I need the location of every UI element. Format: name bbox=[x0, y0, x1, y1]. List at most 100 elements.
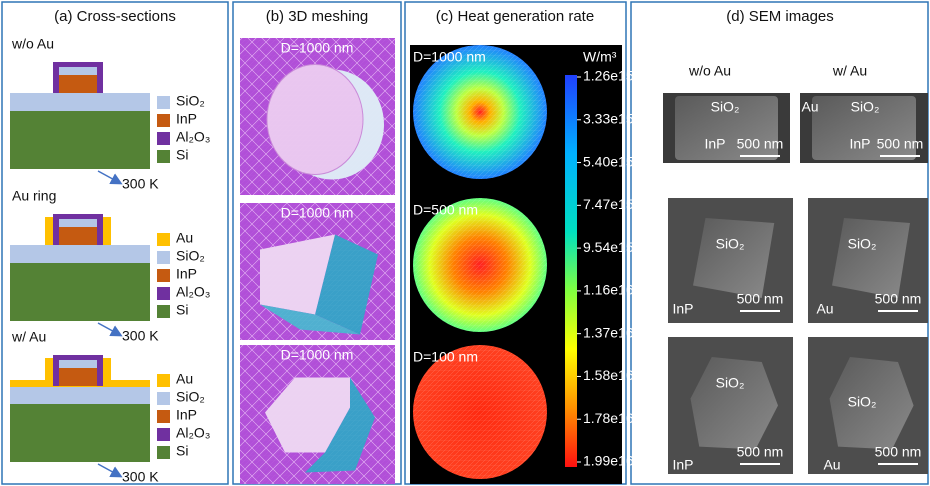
label: (c) Heat generation rate bbox=[436, 8, 594, 25]
legend-swatch bbox=[157, 428, 170, 441]
label: w/o Au bbox=[688, 63, 731, 79]
label: 300 K bbox=[122, 176, 159, 192]
label: InP bbox=[849, 136, 870, 152]
sio2-top bbox=[59, 67, 97, 75]
label: 3.33e15 bbox=[583, 110, 634, 126]
label: (a) Cross-sections bbox=[54, 8, 176, 25]
label: 500 nm bbox=[875, 444, 922, 460]
label: Si bbox=[176, 147, 188, 163]
label: Au ring bbox=[12, 188, 56, 204]
label: SiO₂ bbox=[716, 236, 745, 252]
arrow bbox=[98, 171, 120, 183]
mesh-overlay bbox=[240, 345, 395, 484]
label: 5.40e15 bbox=[583, 153, 634, 169]
label: D=100 nm bbox=[413, 349, 478, 365]
label: Al₂O₃ bbox=[176, 129, 210, 145]
legend-swatch bbox=[157, 446, 170, 459]
label: 500 nm bbox=[877, 136, 924, 152]
legend-swatch bbox=[157, 251, 170, 264]
label: Au bbox=[801, 99, 818, 115]
figure: (a) Cross-sectionsw/o AuSiO₂InPAl₂O₃Si30… bbox=[0, 0, 930, 486]
arrow bbox=[98, 323, 120, 335]
label: 1.78e16 bbox=[583, 410, 634, 426]
label: SiO₂ bbox=[711, 99, 740, 115]
label: SiO₂ bbox=[848, 236, 877, 252]
colorbar bbox=[565, 75, 577, 467]
legend-swatch bbox=[157, 132, 170, 145]
legend-swatch bbox=[157, 233, 170, 246]
label: SiO₂ bbox=[848, 394, 877, 410]
label: 500 nm bbox=[737, 136, 784, 152]
label: w/ Au bbox=[832, 63, 867, 79]
legend-swatch bbox=[157, 96, 170, 109]
label: 300 K bbox=[122, 469, 159, 485]
label: D=1000 nm bbox=[281, 205, 354, 221]
legend-swatch bbox=[157, 114, 170, 127]
heat-mesh bbox=[413, 345, 547, 479]
mesh-overlay bbox=[240, 203, 395, 340]
si-substrate bbox=[10, 404, 150, 462]
legend-swatch bbox=[157, 269, 170, 282]
inp bbox=[59, 227, 97, 245]
legend-swatch bbox=[157, 150, 170, 163]
label: SiO₂ bbox=[851, 99, 880, 115]
heat-mesh bbox=[413, 198, 547, 332]
label: InP bbox=[672, 457, 693, 473]
label: w/ Au bbox=[11, 329, 46, 345]
label: Al₂O₃ bbox=[176, 425, 210, 441]
heat-mesh bbox=[413, 45, 547, 179]
label: D=500 nm bbox=[413, 202, 478, 218]
label: 500 nm bbox=[875, 291, 922, 307]
legend-swatch bbox=[157, 392, 170, 405]
label: Au bbox=[816, 301, 833, 317]
label: Si bbox=[176, 302, 188, 318]
label: Al₂O₃ bbox=[176, 284, 210, 300]
sio2-layer bbox=[10, 386, 150, 404]
inp bbox=[59, 75, 97, 93]
arrow bbox=[98, 464, 120, 476]
label: Au bbox=[823, 457, 840, 473]
legend-swatch bbox=[157, 410, 170, 423]
label: Si bbox=[176, 443, 188, 459]
inp bbox=[59, 368, 97, 386]
label: W/m³ bbox=[583, 49, 617, 65]
label: 500 nm bbox=[737, 444, 784, 460]
sio2-top bbox=[59, 219, 97, 227]
label: Au bbox=[176, 230, 193, 246]
page: (a) Cross-sectionsw/o AuSiO₂InPAl₂O₃Si30… bbox=[0, 0, 930, 486]
legend-swatch bbox=[157, 305, 170, 318]
label: 1.26e15 bbox=[583, 68, 634, 84]
label: InP bbox=[672, 301, 693, 317]
label: InP bbox=[176, 111, 197, 127]
label: 1.99e16 bbox=[583, 453, 634, 469]
label: (b) 3D meshing bbox=[266, 8, 369, 25]
label: w/o Au bbox=[11, 36, 54, 52]
label: InP bbox=[176, 266, 197, 282]
label: 7.47e15 bbox=[583, 196, 634, 212]
legend-swatch bbox=[157, 374, 170, 387]
label: SiO₂ bbox=[176, 248, 205, 264]
label: 9.54e15 bbox=[583, 239, 634, 255]
si-substrate bbox=[10, 111, 150, 169]
label: D=1000 nm bbox=[413, 49, 486, 65]
label: D=1000 nm bbox=[281, 40, 354, 56]
label: D=1000 nm bbox=[281, 347, 354, 363]
label: 1.37e16 bbox=[583, 324, 634, 340]
label: Au bbox=[176, 371, 193, 387]
label: 1.58e16 bbox=[583, 367, 634, 383]
sio2-layer bbox=[10, 245, 150, 263]
label: 1.16e16 bbox=[583, 282, 634, 298]
sem-pillar bbox=[693, 218, 774, 298]
label: SiO₂ bbox=[176, 389, 205, 405]
label: SiO₂ bbox=[176, 93, 205, 109]
sio2-top bbox=[59, 360, 97, 368]
mesh-overlay bbox=[240, 38, 395, 195]
sio2-layer bbox=[10, 93, 150, 111]
label: SiO₂ bbox=[716, 375, 745, 391]
label: 300 K bbox=[122, 328, 159, 344]
label: InP bbox=[176, 407, 197, 423]
legend-swatch bbox=[157, 287, 170, 300]
label: (d) SEM images bbox=[726, 8, 834, 25]
label: InP bbox=[704, 136, 725, 152]
si-substrate bbox=[10, 263, 150, 321]
